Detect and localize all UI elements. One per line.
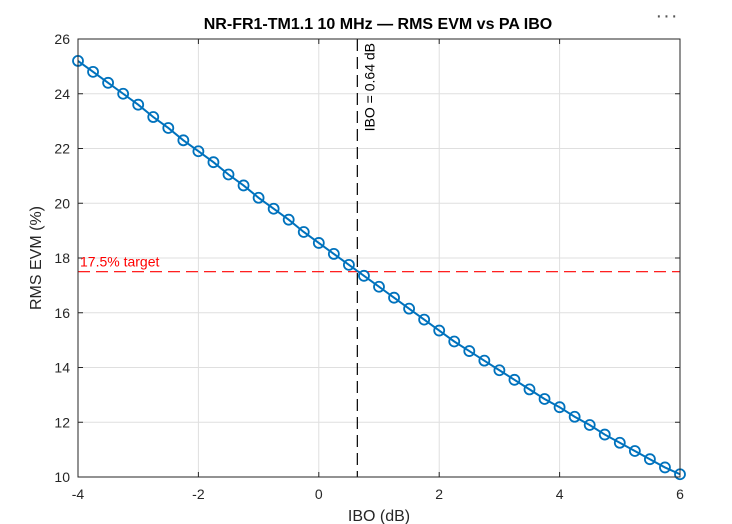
- data-point: [252, 191, 265, 204]
- x-tick-label: 6: [676, 486, 684, 502]
- y-tick-label: 14: [54, 360, 70, 376]
- data-point: [177, 134, 190, 147]
- data-point: [102, 76, 114, 89]
- data-point: [418, 313, 431, 326]
- data-point: [463, 345, 476, 357]
- ibo-marker-label: IBO = 0.64 dB: [361, 43, 377, 131]
- series-layer: [72, 55, 686, 481]
- y-tick-label: 16: [54, 305, 70, 321]
- data-point: [478, 354, 491, 367]
- data-point: [327, 247, 340, 260]
- data-point: [583, 419, 596, 431]
- y-tick-label: 20: [54, 195, 70, 211]
- data-point: [448, 335, 461, 348]
- data-point: [538, 393, 551, 405]
- data-point: [297, 226, 310, 238]
- y-tick-label: 12: [54, 414, 70, 430]
- y-tick-label: 22: [54, 141, 70, 157]
- chart-title: NR-FR1-TM1.1 10 MHz — RMS EVM vs PA IBO: [204, 16, 553, 33]
- data-point: [493, 364, 506, 377]
- data-point: [267, 202, 280, 215]
- data-point: [628, 445, 641, 457]
- data-point: [508, 373, 521, 386]
- reference-lines: [78, 39, 680, 477]
- data-point: [237, 179, 250, 192]
- data-point: [568, 410, 581, 423]
- data-point: [207, 156, 220, 169]
- data-point: [388, 291, 400, 304]
- more-options-button[interactable]: ···: [655, 4, 679, 27]
- x-axis-label: IBO (dB): [348, 508, 410, 524]
- x-tick-label: -4: [72, 486, 85, 502]
- data-point: [613, 436, 626, 449]
- data-point: [598, 428, 611, 441]
- data-point: [222, 168, 235, 181]
- x-tick-label: 4: [556, 486, 564, 502]
- y-tick-label: 24: [54, 86, 70, 102]
- target-label: 17.5% target: [80, 254, 159, 270]
- data-point: [147, 111, 160, 123]
- data-point: [312, 237, 325, 249]
- data-point: [433, 324, 446, 337]
- data-point: [342, 258, 355, 271]
- x-tick-label: 0: [315, 486, 323, 502]
- data-point: [373, 280, 385, 293]
- x-tick-label: -2: [192, 486, 205, 502]
- data-point: [282, 213, 295, 226]
- data-point: [358, 269, 370, 282]
- grid-layer: [77, 38, 681, 478]
- y-tick-label: 26: [54, 31, 70, 47]
- data-point: [553, 401, 566, 414]
- data-point: [87, 65, 99, 78]
- data-point: [523, 383, 536, 396]
- data-point: [403, 302, 416, 315]
- data-point: [192, 145, 205, 158]
- data-point: [659, 461, 671, 474]
- data-point: [162, 122, 175, 134]
- y-tick-label: 18: [54, 250, 70, 266]
- data-point: [132, 98, 145, 111]
- y-tick-label: 10: [54, 469, 70, 485]
- data-point: [644, 453, 656, 466]
- y-axis-label: RMS EVM (%): [28, 206, 45, 310]
- x-tick-label: 2: [435, 486, 443, 502]
- data-point: [117, 87, 130, 100]
